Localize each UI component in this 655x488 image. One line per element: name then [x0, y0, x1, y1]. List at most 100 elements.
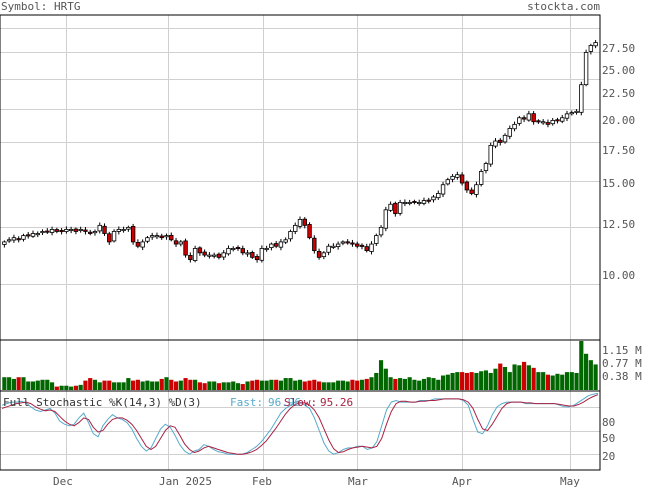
volume-bar: [88, 378, 93, 390]
volume-bar: [502, 366, 508, 390]
volume-bar: [336, 380, 341, 390]
volume-bar: [398, 378, 403, 390]
y-tick-label: 25.00: [602, 64, 636, 77]
stochastic-slow-line: [1, 394, 599, 455]
candle-up: [455, 174, 460, 178]
y-tick-label: 22.50: [602, 87, 636, 100]
volume-bar: [145, 380, 150, 390]
candle-up: [6, 239, 12, 242]
candle-up: [297, 219, 303, 227]
candle-up: [192, 248, 198, 261]
candle-up: [35, 233, 40, 236]
candle-up: [502, 134, 508, 143]
candle-up: [49, 229, 55, 233]
candle-up: [369, 243, 374, 252]
volume-bar: [507, 372, 512, 390]
y-tick-label: 20.00: [602, 114, 636, 127]
volume-bar: [331, 382, 336, 390]
candle-up: [436, 193, 441, 199]
volume-tick-label: 0.77 M: [602, 357, 642, 370]
volume-bar: [402, 378, 407, 390]
x-tick-label: Dec: [53, 475, 73, 488]
volume-bar: [173, 381, 179, 390]
volume-bar: [455, 372, 460, 390]
volume-bar: [193, 379, 198, 390]
brand-link[interactable]: stockta.com: [527, 0, 600, 13]
volume-bar: [16, 377, 21, 390]
candle-down: [316, 251, 322, 258]
volume-bar: [312, 379, 317, 390]
candle-up: [383, 209, 389, 229]
volume-bar: [450, 372, 455, 390]
volume-bar: [316, 381, 322, 390]
candle-up: [493, 140, 498, 147]
volume-bar: [164, 377, 169, 390]
volume-tick-label: 1.15 M: [602, 344, 642, 357]
volume-bar: [7, 377, 12, 390]
stochastic-lines: [1, 392, 599, 455]
candle-up: [407, 202, 412, 205]
volume-bar: [550, 375, 555, 390]
volume-bar: [116, 382, 121, 390]
y-tick-label: 27.50: [602, 42, 636, 55]
volume-bar: [574, 372, 579, 390]
candle-down: [102, 225, 107, 234]
y-tick-label: 17.50: [602, 144, 636, 157]
candle-up: [574, 110, 579, 113]
volume-bar: [345, 381, 350, 390]
volume-bar: [250, 380, 255, 390]
volume-bar: [479, 371, 484, 390]
volume-bar: [307, 380, 312, 390]
candle-up: [440, 184, 446, 195]
candle-up: [211, 254, 217, 257]
volume-bar: [188, 379, 193, 390]
volume-bar: [583, 353, 589, 390]
volume-bar: [64, 385, 69, 390]
candle-down: [254, 256, 260, 261]
candle-up: [11, 237, 17, 241]
volume-bar: [383, 368, 388, 390]
candle-down: [555, 119, 560, 122]
candle-up: [140, 241, 145, 248]
x-tick-label: Mar: [348, 475, 368, 488]
candle-down: [536, 120, 541, 123]
volume-bar: [297, 379, 303, 390]
stochastic-fast-line: [1, 392, 599, 455]
candle-down: [216, 253, 222, 258]
volume-bar: [235, 383, 241, 390]
candle-up: [560, 117, 565, 122]
volume-bar: [302, 381, 307, 390]
stochastic-tick-label: 80: [602, 416, 616, 429]
volume-bar: [126, 378, 131, 390]
candle-down: [16, 238, 21, 241]
candle-up: [145, 237, 150, 242]
volume-bar: [150, 381, 155, 390]
volume-bar: [326, 382, 331, 390]
volume-bar: [178, 380, 183, 390]
candle-down: [188, 255, 193, 261]
candle-up: [378, 226, 384, 236]
volume-bar: [421, 378, 427, 390]
volume-bar: [207, 381, 212, 390]
volume-bar: [374, 372, 379, 390]
candle-up: [340, 241, 346, 244]
candle-up: [121, 229, 126, 232]
candle-up: [293, 224, 298, 232]
candle-down: [307, 224, 312, 239]
candle-down: [302, 218, 307, 226]
volume-bar: [531, 367, 536, 390]
volume-bar: [412, 379, 417, 390]
volume-bar: [564, 372, 570, 390]
volume-bar: [536, 372, 541, 390]
volume-bar: [588, 360, 593, 390]
volume-bar: [59, 385, 64, 390]
candle-up: [178, 241, 183, 245]
volume-bar: [78, 384, 83, 390]
candle-up: [278, 241, 284, 248]
candle-down: [235, 247, 241, 250]
y-tick-label: 10.00: [602, 269, 636, 282]
volume-bar: [359, 379, 365, 390]
volume-bar: [493, 368, 498, 390]
volume-bar: [426, 377, 431, 390]
